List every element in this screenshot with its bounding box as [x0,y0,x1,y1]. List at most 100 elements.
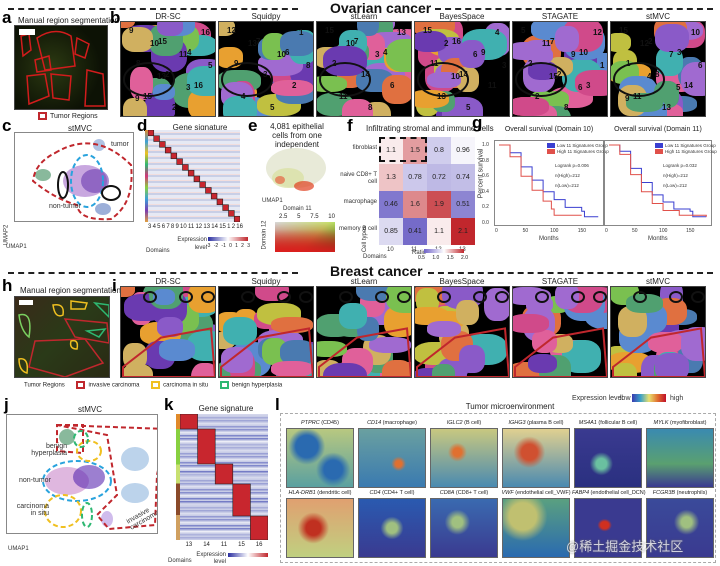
x-tick: 6 [161,224,166,230]
ratio-colorbar-ticks: 0.5 1.0 1.5 2.0 [418,255,468,261]
gene-expression-map-ptprc [286,428,354,488]
domain-number: 3 [586,81,591,90]
domain-number: 3 [375,50,380,59]
heatmap-cell: 0.46 [379,191,403,218]
domain-number: 8 [306,61,311,70]
highlight-circle [201,291,215,303]
panel-h-title: Manual region segmentation [20,286,121,295]
gene-name: MYLK [653,420,669,426]
gene-name: CD4 [369,490,381,496]
panel-label-i: i [112,276,117,295]
highlight-circle [241,291,255,303]
gene-desc: (myofibroblast) [668,420,707,426]
domain-patch [121,287,135,297]
domain-number: 3 [186,83,191,92]
domain-number: 7 [550,37,555,46]
domain-number: 6 [698,61,703,70]
gene-desc: (follicular B cell) [596,420,638,426]
highlight-ellipse [123,62,175,97]
gene-title: HLA-DRB1 (dendritic cell) [284,490,356,496]
gene-expression-map-cd4 [358,498,426,558]
gene-expression-map-cd14 [358,428,426,488]
domain-number: 6 [285,48,290,57]
domain-patch [655,353,689,377]
section-divider [435,8,713,10]
legend-title-expression: Expression level [177,237,207,251]
x-tick: 10 [180,224,187,230]
n-low: n(Low)=212 [663,183,687,188]
heatmap-cell: 1.9 [427,191,451,218]
legend-tick: 2.0 [461,255,468,261]
gene-expression-map-fabp4 [574,498,642,558]
epithelial-cells-scatter [266,148,326,191]
x-label: Months [539,236,559,242]
highlight-circle [299,291,313,303]
domain-number: 11 [179,50,188,59]
heatmap-cell: 0.85 [379,218,403,245]
gene-desc: (neutrophils) [675,490,708,496]
highlight-circle [397,291,411,303]
domain-number: 13 [662,103,671,112]
domain-number: 8 [564,103,569,112]
domain-number: 9 [625,94,630,103]
heatmap-cell: 1.1 [427,218,451,245]
domain-patch [681,62,705,96]
domain-number: 15 [619,26,628,35]
ratio-colorbar [424,249,464,253]
gene-expression-map-fcgr3b [646,498,714,558]
annotation-non-tumor: non-tumor [19,477,51,484]
heatmap-cell: 0.74 [451,164,475,191]
domain-number: 12 [640,39,649,48]
panel-label-j: j [4,395,9,414]
highlight-ellipse [515,62,567,97]
x-tick: 1 [227,224,231,230]
highlight-box [379,137,427,162]
heatmap-row-colorbar [176,414,180,540]
y-tick: 0.0 [482,220,489,226]
axis-label-domains-f: Domains [363,254,387,260]
expression-colorbar-k [228,553,268,557]
x-tick: 3 [148,224,152,230]
x-tick: 50 [632,228,638,234]
highlight-circle [375,291,389,303]
gene-title: PTPRC (CD45) [284,420,356,426]
heatmap-cell: 2.1 [451,218,475,245]
axis-label-umap1-e: UMAP1 [262,198,283,204]
domain-patch [323,363,367,377]
highlight-ellipse [417,62,469,97]
domain-number: 2 [648,37,653,46]
signature-block [228,210,235,217]
domain-number: 13 [397,28,406,37]
domain-number: 12 [227,26,236,35]
domain-patch [416,288,439,313]
x-tick: 14 [203,542,210,548]
domain-number: 3 [502,61,507,70]
domain-number: 9 [481,48,486,57]
y-tick: 0.4 [482,188,489,195]
highlight-ellipse [319,62,371,97]
domain-number: 8 [368,103,373,112]
gene-title: MYLK (myofibroblast) [644,420,716,426]
row-label: memory B cell [338,226,377,232]
legend-tick: 0.5 [418,255,425,261]
x-tick: 100 [550,228,559,234]
annotation-non-tumor: non-tumor [49,203,81,210]
domain-number: 6 [390,81,395,90]
method-title-stmvc: stMVC [646,12,670,21]
domain-patch [613,363,637,377]
domain-patch [575,70,607,96]
method-title-squidpy: Squidpy [251,12,281,21]
heatmap-cell: 0.8 [427,137,451,164]
legend-title-expression-k: Expression level [196,552,226,565]
heatmap-cell: 0.51 [451,191,475,218]
domain-number: 7 [669,50,674,59]
panel-label-k: k [164,395,174,414]
colorbar-y-label: Domain 12 [261,220,268,250]
domain-patch [191,363,215,377]
gene-desc: (CD4+ T cell) [380,490,415,496]
domain-patch [513,97,549,116]
section-divider [8,8,298,10]
colorbar-tick: 10 [328,214,335,220]
signature-block [210,192,218,200]
domain-patch [223,317,257,345]
